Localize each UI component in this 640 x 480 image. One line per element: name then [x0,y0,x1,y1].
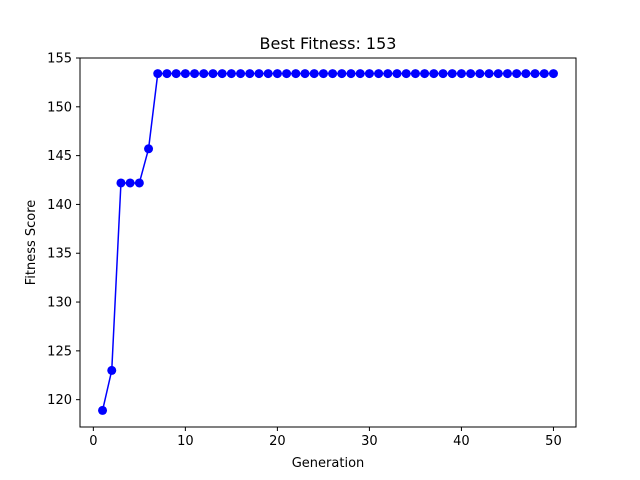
data-point [355,69,365,79]
data-point [263,69,273,79]
y-tick-label: 150 [47,100,72,115]
x-tick-label: 30 [361,434,378,449]
data-point [134,178,144,188]
x-axis-ticks: 0 10 20 30 40 50 [89,427,562,449]
data-point [318,69,328,79]
data-point [346,69,356,79]
plot-area [80,58,576,427]
data-point [254,69,264,79]
chart-title: Best Fitness: 153 [260,34,397,53]
x-axis-label: Generation [292,456,365,471]
data-point [420,69,430,79]
data-point [171,69,181,79]
data-point [484,69,494,79]
y-axis-ticks: 120 125 130 135 140 145 150 155 [47,52,80,408]
x-tick-label: 40 [453,434,470,449]
data-point [144,144,154,154]
data-point [162,69,172,79]
data-point [208,69,218,79]
data-point [429,69,439,79]
data-point [125,178,135,188]
data-point [502,69,512,79]
data-point [226,69,236,79]
y-tick-label: 145 [47,149,72,164]
data-point [245,69,255,79]
x-tick-label: 20 [269,434,286,449]
data-point [217,69,227,79]
data-point [438,69,448,79]
data-point [410,69,420,79]
data-point [291,69,301,79]
data-point [199,69,209,79]
x-tick-label: 10 [177,434,194,449]
y-axis-label: Fitness Score [24,200,39,286]
data-point [116,178,126,188]
data-point [337,69,347,79]
data-point [456,69,466,79]
data-point [272,69,282,79]
data-point [180,69,190,79]
data-point [548,69,558,79]
data-point [539,69,549,79]
data-point [401,69,411,79]
data-point [374,69,384,79]
data-point [236,69,246,79]
y-tick-label: 135 [47,247,72,262]
data-point [530,69,540,79]
data-point [98,405,108,415]
data-point [190,69,200,79]
data-point [364,69,374,79]
series-layer [98,69,558,415]
y-tick-label: 155 [47,52,72,67]
data-point [512,69,522,79]
data-point [475,69,485,79]
data-point [300,69,310,79]
y-tick-label: 125 [47,344,72,359]
data-point [383,69,393,79]
data-point [447,69,457,79]
data-point [282,69,292,79]
plot-frame [79,57,577,428]
data-point [521,69,531,79]
data-point [328,69,338,79]
data-point [466,69,476,79]
data-point [153,69,163,79]
y-tick-label: 140 [47,198,72,213]
x-tick-label: 0 [89,434,97,449]
data-point [392,69,402,79]
data-point [107,365,117,375]
data-point [493,69,503,79]
x-tick-label: 50 [545,434,562,449]
y-tick-label: 130 [47,296,72,311]
y-tick-label: 120 [47,393,72,408]
data-point [309,69,319,79]
